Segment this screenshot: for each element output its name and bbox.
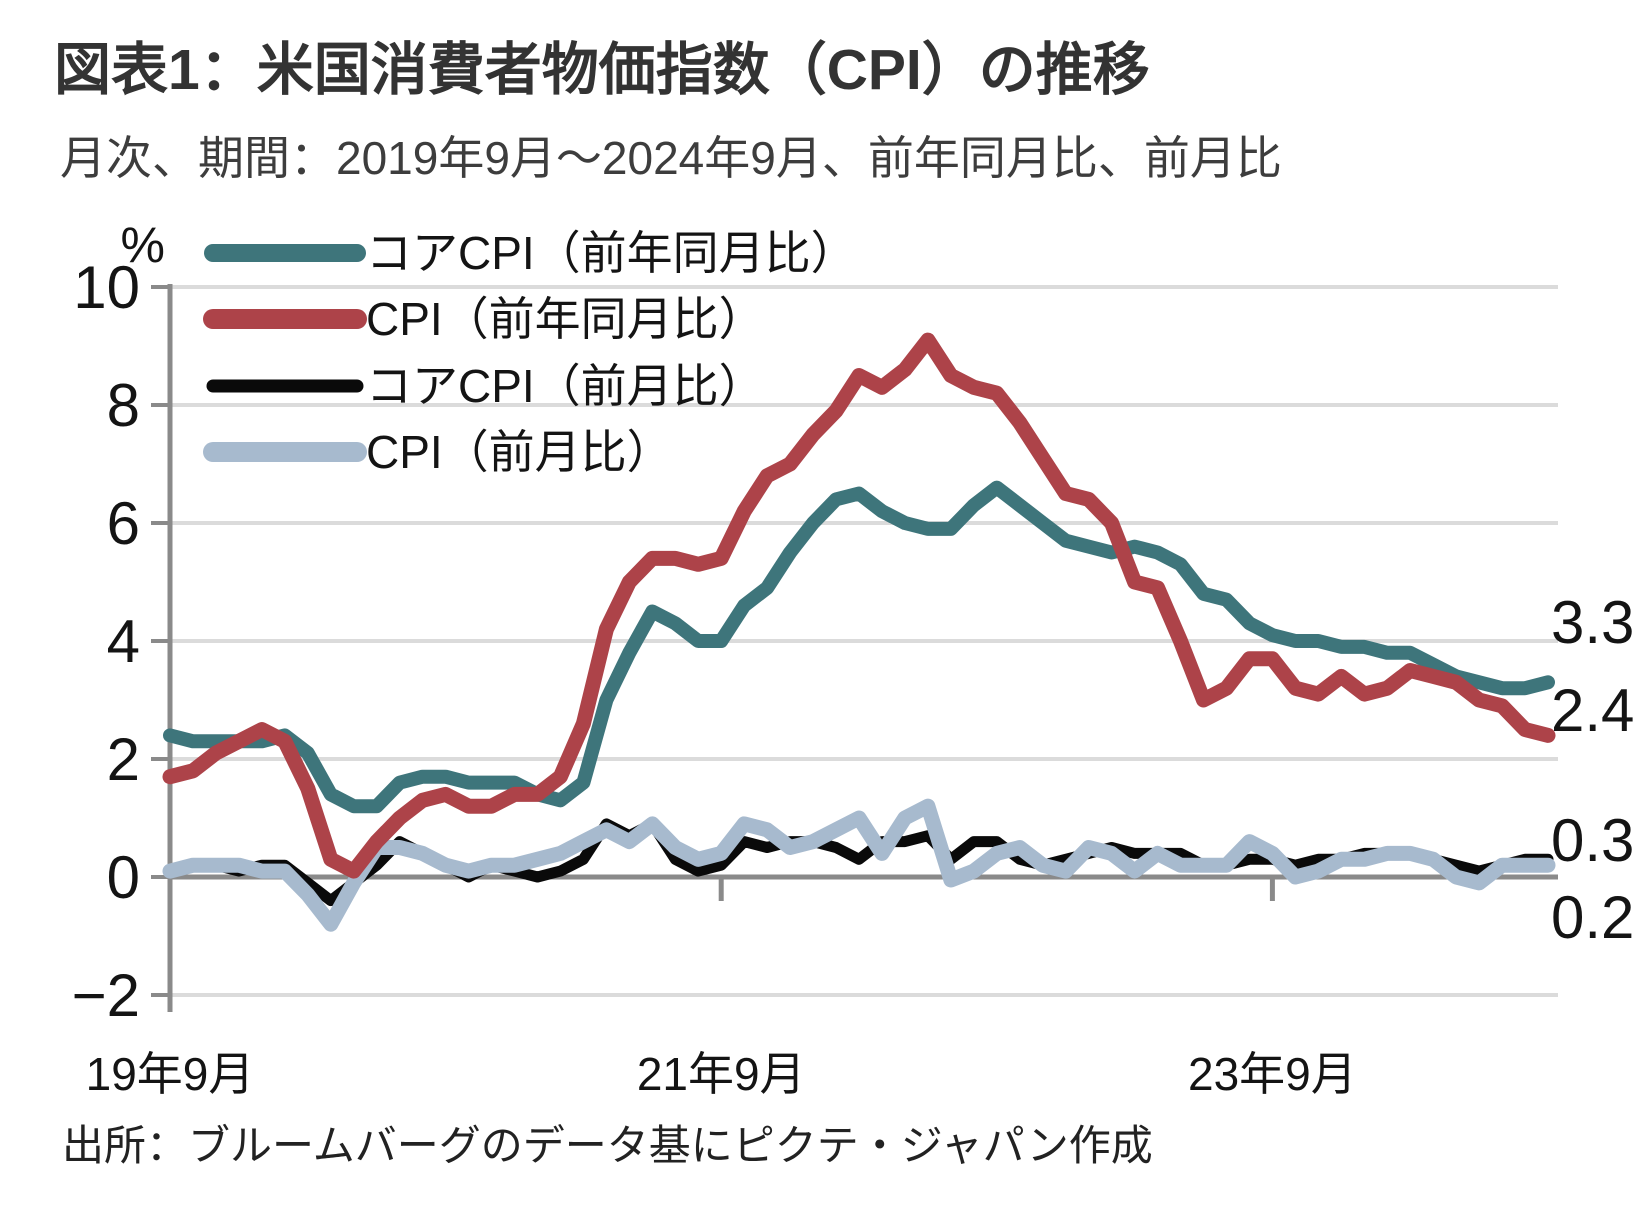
chart-subtitle: 月次、期間：2019年9月～2024年9月、前年同月比、前月比 [60,132,1282,184]
legend-label-core-cpi-yoy: コアCPI（前年同月比） [366,227,857,279]
y-tick-label: 10 [73,254,140,321]
y-tick-label: 0 [107,844,140,911]
end-value-label-cpi-yoy: 2.4 [1551,677,1634,744]
y-tick-label: 8 [107,372,140,439]
legend-label-core-cpi-mom: コアCPI（前月比） [366,360,765,412]
x-tick-label: 21年9月 [637,1048,806,1100]
series-line-core-cpi-yoy [163,480,1555,814]
y-tick-label: 6 [107,490,140,557]
y-tick-label: −2 [72,962,140,1029]
end-value-label-core-cpi-mom: 0.3 [1551,807,1634,874]
series-line-cpi-yoy [162,332,1556,879]
source-note: 出所：ブルームバーグのデータ基にピクテ・ジャパン作成 [62,1122,1153,1169]
legend-label-cpi-yoy: CPI（前年同月比） [366,293,765,345]
y-axis-unit-label: % [121,217,165,273]
legend-label-cpi-mom: CPI（前月比） [366,426,673,478]
x-tick-label: 23年9月 [1188,1048,1357,1100]
y-tick-label: 4 [107,608,140,675]
y-tick-label: 2 [107,726,140,793]
x-tick-label: 19年9月 [86,1048,255,1100]
chart-title: 図表1：米国消費者物価指数（CPI）の推移 [54,38,1150,102]
series-line-cpi-mom [162,798,1556,932]
end-value-label-core-cpi-yoy: 3.3 [1551,589,1634,656]
end-value-label-cpi-mom: 0.2 [1551,884,1634,951]
